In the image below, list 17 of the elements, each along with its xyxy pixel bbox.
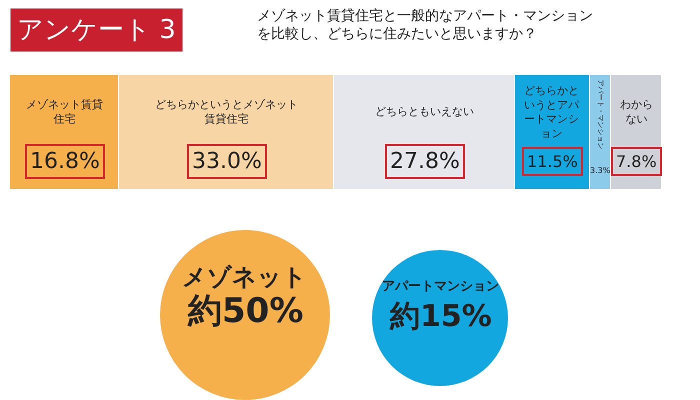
text: メゾネット	[182, 263, 307, 291]
data-label: 33.0%	[192, 149, 262, 174]
text: アパートマンション	[382, 279, 499, 294]
chart-subtitle: メゾネット賃貸住宅と一般的なアパート・マンションを比較し、どちらに住みたいと思いますか？	[257, 8, 593, 42]
series-label: どちらかというとメゾネット賃貸住宅	[155, 98, 298, 126]
data-label: 11.5%	[527, 152, 578, 171]
series-label: どちらともいえない	[375, 105, 474, 118]
text: 約15%	[389, 299, 492, 334]
series-label: メゾネット賃貸住宅	[26, 98, 103, 126]
series-label: どちらかというとアパートマンション	[524, 84, 580, 140]
series-label: わからない	[620, 98, 653, 126]
data-label: 27.8%	[390, 149, 460, 174]
data-label: 16.8%	[30, 149, 100, 174]
data-label: 7.8%	[616, 152, 657, 171]
data-label: 3.3%	[590, 166, 611, 175]
chart-title: アンケート 3	[17, 15, 176, 45]
text: 約50%	[187, 291, 304, 331]
